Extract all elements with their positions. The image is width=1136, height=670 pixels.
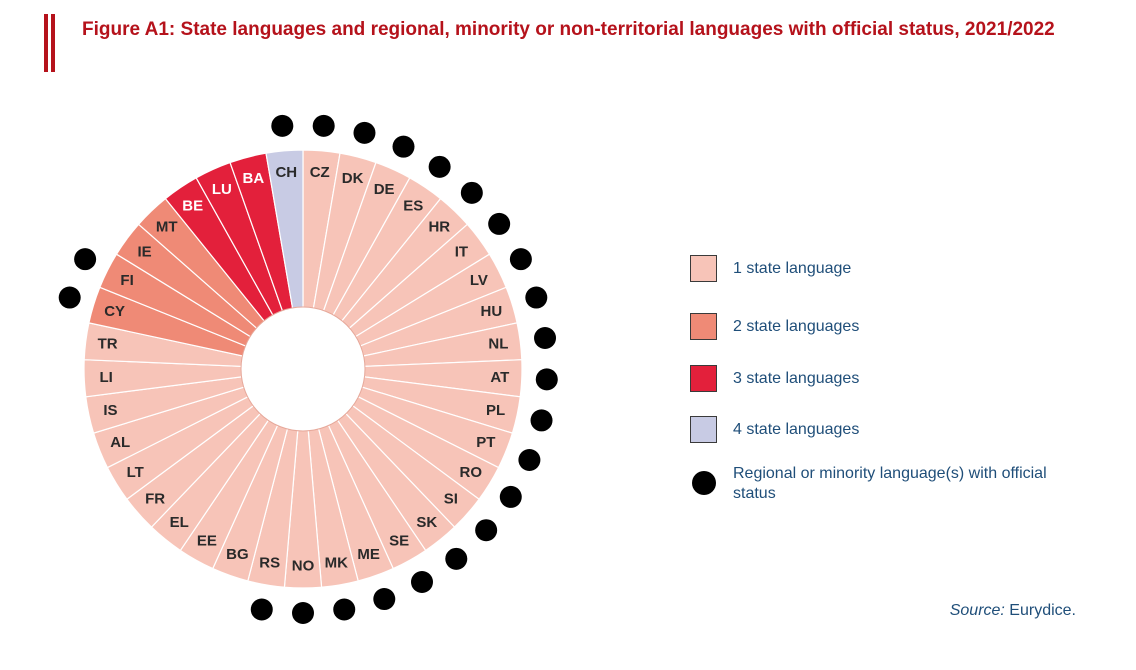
minority-dot-cz — [312, 114, 335, 137]
legend-swatch-3 — [690, 365, 717, 392]
slice-label-fr: FR — [145, 491, 165, 508]
chart-center-hole — [240, 306, 366, 432]
minority-dot-hr — [460, 181, 483, 204]
minority-dot-ro — [499, 485, 522, 508]
slice-label-se: SE — [389, 532, 409, 549]
minority-dot-cy — [58, 286, 81, 309]
slice-label-cy: CY — [104, 303, 125, 320]
legend-swatch-1 — [690, 255, 717, 282]
source-value: Eurydice. — [1004, 602, 1076, 619]
slice-label-cz: CZ — [310, 164, 330, 181]
legend-label-4: 4 state languages — [733, 420, 860, 438]
legend-dot-icon — [692, 471, 716, 495]
slice-label-si: SI — [444, 491, 458, 508]
minority-dot-mk — [333, 598, 356, 621]
slice-label-ro: RO — [460, 464, 483, 481]
slice-label-tr: TR — [98, 335, 118, 352]
slice-label-sk: SK — [416, 514, 437, 531]
slice-label-ie: IE — [138, 243, 152, 260]
slice-label-nl: NL — [488, 335, 508, 352]
legend-label-dot: Regional or minority language(s) with of… — [733, 465, 1047, 502]
slice-label-me: ME — [357, 546, 380, 563]
minority-dot-lv — [509, 248, 532, 271]
minority-dot-fi — [74, 248, 97, 271]
slice-label-it: IT — [455, 243, 468, 260]
legend-swatch-4 — [690, 416, 717, 443]
slice-label-dk: DK — [342, 170, 364, 187]
minority-dot-si — [475, 519, 498, 542]
slice-label-al: AL — [110, 434, 130, 451]
slice-label-no: NO — [292, 558, 315, 575]
legend-label-3: 3 state languages — [733, 369, 860, 387]
minority-dot-sk — [445, 547, 468, 570]
minority-dot-se — [410, 571, 433, 594]
minority-dot-nl — [534, 327, 557, 350]
slice-label-rs: RS — [259, 555, 280, 572]
minority-dot-no — [292, 602, 314, 624]
minority-dot-dk — [353, 121, 376, 144]
slice-label-pl: PL — [486, 402, 505, 419]
slice-label-mt: MT — [156, 218, 178, 235]
minority-dot-de — [392, 135, 415, 158]
slice-label-lt: LT — [127, 464, 144, 481]
figure-title: Figure A1: State languages and regional,… — [82, 19, 1055, 40]
minority-dot-pl — [530, 409, 553, 432]
slice-label-lu: LU — [212, 181, 232, 198]
slice-label-mk: MK — [325, 555, 348, 572]
slice-label-de: DE — [374, 181, 395, 198]
slice-label-hu: HU — [481, 303, 503, 320]
legend-label-1: 1 state language — [733, 259, 852, 277]
legend-item-dot: Regional or minority language(s) with of… — [690, 464, 1053, 504]
minority-dot-rs — [250, 598, 273, 621]
slice-label-fi: FI — [120, 272, 133, 289]
legend-swatch-2 — [690, 313, 717, 340]
legend-item-1: 1 state language — [690, 255, 851, 282]
slice-label-el: EL — [170, 514, 189, 531]
slice-label-ch: CH — [275, 164, 297, 181]
minority-dot-es — [428, 155, 451, 178]
slice-label-ba: BA — [243, 170, 265, 187]
legend-item-2: 2 state languages — [690, 313, 859, 340]
slice-label-lv: LV — [470, 272, 488, 289]
slice-label-bg: BG — [226, 546, 249, 563]
legend-item-4: 4 state languages — [690, 416, 859, 443]
legend-label-2: 2 state languages — [733, 317, 860, 335]
source-note: Source: Eurydice. — [950, 602, 1076, 620]
slice-label-es: ES — [403, 197, 423, 214]
legend-item-3: 3 state languages — [690, 365, 859, 392]
minority-dot-at — [535, 368, 558, 391]
slice-label-ee: EE — [197, 532, 217, 549]
slice-label-li: LI — [100, 369, 113, 386]
source-label: Source: — [949, 602, 1005, 619]
title-accent-bar — [44, 14, 56, 72]
slice-label-is: IS — [103, 402, 117, 419]
minority-dot-pt — [518, 448, 541, 471]
minority-dot-it — [488, 212, 511, 235]
minority-dot-ch — [271, 114, 294, 137]
minority-dot-hu — [525, 286, 548, 309]
slice-label-be: BE — [182, 197, 203, 214]
slice-label-hr: HR — [428, 218, 450, 235]
slice-label-at: AT — [490, 369, 509, 386]
slice-label-pt: PT — [476, 434, 495, 451]
minority-dot-me — [373, 588, 396, 611]
